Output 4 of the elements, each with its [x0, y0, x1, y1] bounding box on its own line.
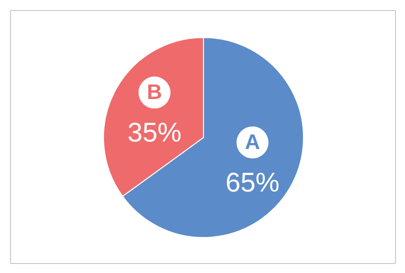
slice-label: B [146, 81, 162, 104]
data-label: 35% [127, 118, 182, 148]
data-label: 65% [225, 167, 280, 198]
slice-label: A [244, 130, 260, 154]
